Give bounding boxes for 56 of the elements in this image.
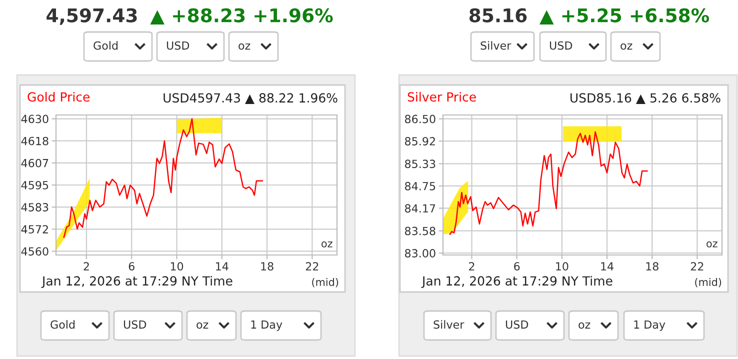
text: 4,597.43	[46, 8, 137, 25]
x-tick-label: 18	[646, 262, 658, 271]
text: Jan 12, 2026 at 17:29 NY Time	[41, 276, 232, 288]
text: USD	[506, 320, 528, 329]
y-tick-label: 83.58	[405, 226, 436, 236]
text: Silver	[480, 41, 512, 50]
y-tick-label: 4618	[21, 136, 48, 146]
chart-subtitle: USD4597.43 ▲ 88.22 1.96%	[164, 93, 338, 104]
y-tick-label: 84.17	[405, 204, 436, 213]
text: Silver	[434, 320, 464, 329]
text: USD	[550, 41, 572, 50]
text: oz	[578, 322, 590, 329]
y-tick-label: 4572	[21, 225, 48, 234]
chart-title: Gold Price	[28, 92, 90, 102]
x-tick-label: 22	[690, 262, 704, 270]
y-tick-label: 85.92	[405, 137, 435, 146]
chart-subtitle: USD85.16 ▲ 5.26 6.58%	[570, 93, 720, 104]
text: (mid)	[695, 278, 722, 288]
line-series	[449, 131, 648, 235]
y-tick-label: 84.75	[405, 182, 436, 190]
chart-title: Silver Price	[408, 92, 476, 102]
x-tick-label: 10	[556, 262, 568, 271]
y-tick-label: 86.50	[405, 114, 436, 124]
y-tick-label: 85.33	[405, 160, 436, 168]
text: oz	[196, 322, 208, 329]
x-tick-label: 2	[84, 262, 89, 270]
x-tick-label: 2	[469, 262, 474, 270]
x-tick-label: 6	[514, 262, 520, 271]
text: ▲ +88.23 +1.96%	[150, 8, 333, 24]
y-tick-label: 4595	[21, 180, 48, 190]
x-tick-label: 14	[601, 262, 614, 270]
x-tick-label: 22	[306, 262, 318, 270]
x-tick-label: 14	[216, 262, 228, 270]
text: 1 Day	[251, 320, 282, 331]
text: (mid)	[312, 278, 338, 288]
text: Gold	[94, 41, 118, 50]
text: USD	[166, 41, 190, 50]
line-series	[63, 118, 264, 238]
text: 1 Day	[634, 320, 666, 331]
text: ▲ +5.25 +6.58%	[539, 8, 710, 24]
text: USD	[124, 320, 146, 329]
annotation: oz	[706, 241, 718, 248]
text: 85.16	[469, 8, 527, 22]
y-tick-label: 4583	[21, 203, 48, 212]
annotation: oz	[322, 241, 332, 248]
x-tick-label: 6	[128, 262, 134, 271]
text: oz	[620, 43, 632, 50]
y-tick-label: 4630	[21, 114, 48, 124]
text: Jan 12, 2026 at 17:29 NY Time	[421, 276, 612, 288]
y-tick-label: 4607	[21, 158, 48, 168]
y-tick-label: 4560	[21, 247, 48, 256]
x-tick-label: 10	[170, 262, 184, 271]
x-tick-label: 18	[261, 262, 274, 271]
text: oz	[238, 43, 250, 50]
y-tick-label: 83.00	[405, 249, 436, 258]
text: Gold	[50, 320, 75, 329]
